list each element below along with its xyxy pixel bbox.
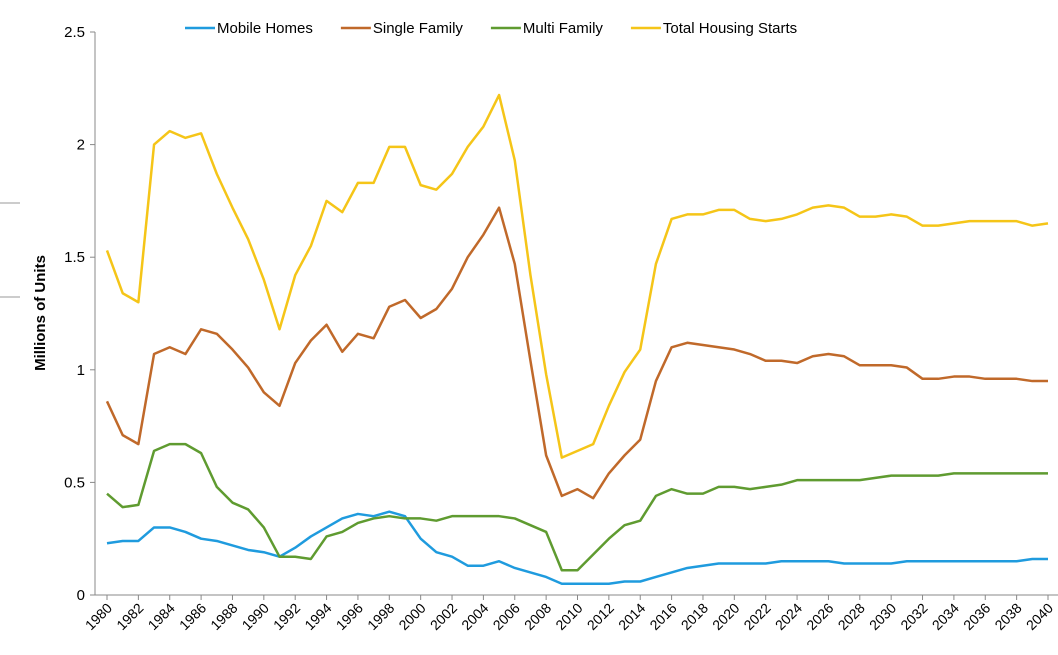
x-tick-label: 2012 [584,600,617,633]
y-axis-label: Millions of Units [32,255,49,371]
x-tick-label: 2018 [678,600,711,633]
x-tick-label: 1998 [364,600,397,633]
x-tick-label: 2024 [772,600,805,633]
legend-label: Multi Family [523,20,604,37]
x-tick-label: 1996 [333,600,366,633]
x-tick-label: 2022 [740,600,773,633]
y-tick-label: 2.5 [64,24,85,41]
x-tick-label: 1980 [82,600,115,633]
x-tick-label: 2014 [615,600,648,633]
legend-label: Total Housing Starts [663,20,797,37]
y-tick-label: 1 [77,362,85,379]
y-tick-label: 1.5 [64,249,85,266]
x-tick-label: 1982 [113,600,146,633]
y-tick-label: 2 [77,137,85,154]
x-tick-label: 2008 [521,600,554,633]
series-line [106,442,1048,572]
y-tick-label: 0 [77,587,85,604]
x-tick-label: 2038 [991,600,1024,633]
series-line [105,206,1048,500]
x-tick-label: 2040 [1023,600,1056,633]
x-tick-label: 2030 [866,600,899,633]
x-tick-label: 2000 [395,600,428,633]
x-tick-label: 1994 [301,600,334,633]
series-line [105,93,1049,459]
x-tick-label: 2006 [490,600,523,633]
y-tick-label: 0.5 [64,474,85,491]
x-tick-label: 1986 [176,600,209,633]
x-tick-label: 2020 [709,600,742,633]
x-tick-label: 2032 [897,600,930,633]
x-tick-label: 2028 [835,600,868,633]
x-tick-label: 2016 [646,600,679,633]
legend-label: Mobile Homes [217,20,313,37]
x-tick-label: 2026 [803,600,836,633]
x-tick-label: 2002 [427,600,460,633]
x-tick-label: 2010 [552,600,585,633]
x-tick-label: 2034 [929,600,962,633]
legend-label: Single Family [373,20,464,37]
x-tick-label: 1990 [239,600,272,633]
x-tick-label: 1992 [270,600,303,633]
x-tick-label: 2004 [458,600,491,633]
series-line [106,510,1048,585]
x-tick-label: 1988 [207,600,240,633]
x-tick-label: 1984 [145,600,178,633]
x-tick-label: 2036 [960,600,993,633]
